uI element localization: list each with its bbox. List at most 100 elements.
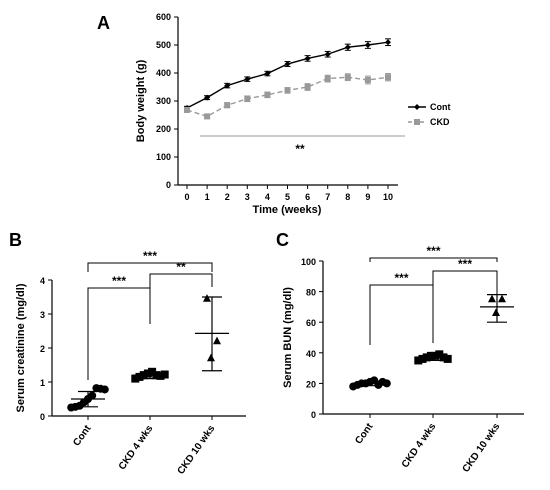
comparison-label: ***: [394, 271, 408, 285]
data-point: [488, 294, 496, 303]
y-tick-label: 400: [156, 68, 171, 78]
data-point: [364, 42, 371, 48]
data-point: [324, 75, 331, 82]
y-tick-label: 3: [40, 310, 45, 320]
y-tick-label: 100: [301, 257, 316, 267]
data-point: [364, 77, 371, 83]
data-point: [426, 351, 435, 360]
data-point: [88, 391, 97, 400]
y-tick-label: 0: [40, 412, 45, 422]
series-line: [186, 76, 389, 118]
x-tick-label: 0: [184, 192, 189, 202]
legend-marker: [414, 119, 420, 125]
data-point: [203, 294, 211, 302]
y-axis-title: Serum creatinine (mg/dl): [15, 283, 27, 412]
category-label: CKD 4 wks: [117, 423, 156, 472]
x-tick-label: 2: [225, 192, 230, 202]
category-label: Cont: [353, 421, 375, 447]
series-line: [186, 41, 389, 109]
data-point: [385, 39, 391, 46]
y-tick-label: 60: [306, 318, 316, 328]
data-point: [244, 76, 251, 83]
data-point: [204, 113, 211, 120]
data-point: [414, 356, 423, 365]
y-tick-label: 20: [306, 379, 316, 389]
comparison-label: ***: [458, 257, 472, 271]
data-point: [213, 336, 221, 345]
panel-a: A 0 100 200 300 400 500 600 0 1 2 3 4 5 6 7 8 9 10 Time (we…: [97, 12, 451, 216]
panel-label: A: [97, 13, 110, 33]
y-axis-title: Serum BUN (mg/dl): [282, 287, 294, 388]
data-point: [100, 385, 109, 394]
category-label: CKD 4 wks: [400, 421, 439, 470]
y-tick-label: 0: [166, 180, 171, 190]
data-point: [284, 87, 291, 94]
y-tick-label: 2: [40, 344, 45, 354]
category-label: Cont: [71, 423, 93, 449]
data-point: [344, 74, 351, 81]
x-tick-label: 5: [285, 192, 290, 202]
comparison-bracket: [432, 270, 498, 339]
data-point: [160, 370, 169, 379]
comparison-label: ***: [143, 249, 157, 263]
comparison-label: **: [176, 260, 186, 274]
x-tick-label: 7: [325, 192, 330, 202]
data-point: [344, 44, 351, 51]
data-point: [264, 91, 271, 98]
category-label: CKD 10 wks: [461, 421, 503, 475]
data-point: [431, 351, 440, 360]
data-point: [135, 372, 144, 381]
data-point: [304, 84, 311, 90]
x-tick-label: 4: [265, 192, 270, 202]
legend-marker: [414, 104, 420, 110]
x-tick-label: 6: [305, 192, 310, 202]
legend-label: Cont: [430, 102, 451, 112]
x-tick-label: 3: [245, 192, 250, 202]
data-point: [184, 106, 190, 113]
comparison-label: ***: [426, 244, 440, 258]
y-tick-label: 100: [156, 152, 171, 162]
panel-label: C: [276, 230, 289, 250]
comparison-label: ***: [112, 274, 126, 288]
data-point: [264, 70, 271, 77]
y-axis-title: Body weight (g): [135, 59, 147, 142]
data-point: [156, 371, 165, 380]
data-point: [131, 374, 140, 383]
data-point: [498, 294, 506, 303]
data-point: [224, 82, 231, 89]
y-tick-label: 40: [306, 349, 316, 359]
y-tick-label: 600: [156, 12, 171, 22]
x-axis-title: Time (weeks): [253, 204, 322, 216]
y-tick-label: 4: [40, 276, 45, 286]
comparison-bracket: [149, 273, 213, 317]
category-label: CKD 10 wks: [176, 423, 218, 477]
y-tick-label: 300: [156, 96, 171, 106]
y-tick-label: 200: [156, 124, 171, 134]
data-point: [418, 354, 427, 363]
data-point: [492, 308, 500, 317]
data-point: [204, 94, 211, 101]
panel-label: B: [9, 230, 22, 250]
x-tick-label: 8: [345, 192, 350, 202]
y-tick-label: 500: [156, 40, 171, 50]
panel-b: B 0 1 2 3 4 Serum creatinine (mg/dl) Cont CKD 4 …: [9, 230, 246, 477]
panel-c: C 0 20 40 60 80 100 Serum BUN (mg/dl) Cont CKD 4 …: [276, 230, 524, 475]
data-point: [443, 354, 452, 363]
data-point: [244, 95, 251, 102]
y-tick-label: 1: [40, 378, 45, 388]
x-tick-label: 10: [383, 192, 393, 202]
data-point: [284, 61, 291, 68]
data-point: [385, 74, 391, 81]
data-point: [207, 353, 215, 362]
data-point: [143, 369, 152, 378]
x-tick-label: 1: [205, 192, 210, 202]
comparison-bracket: [369, 284, 434, 345]
significance-label: **: [295, 142, 305, 156]
x-tick-label: 9: [365, 192, 370, 202]
data-point: [304, 55, 311, 62]
y-tick-label: 80: [306, 288, 316, 298]
comparison-bracket: [87, 287, 151, 380]
data-point: [324, 51, 331, 58]
comparison-bracket: [369, 257, 498, 262]
